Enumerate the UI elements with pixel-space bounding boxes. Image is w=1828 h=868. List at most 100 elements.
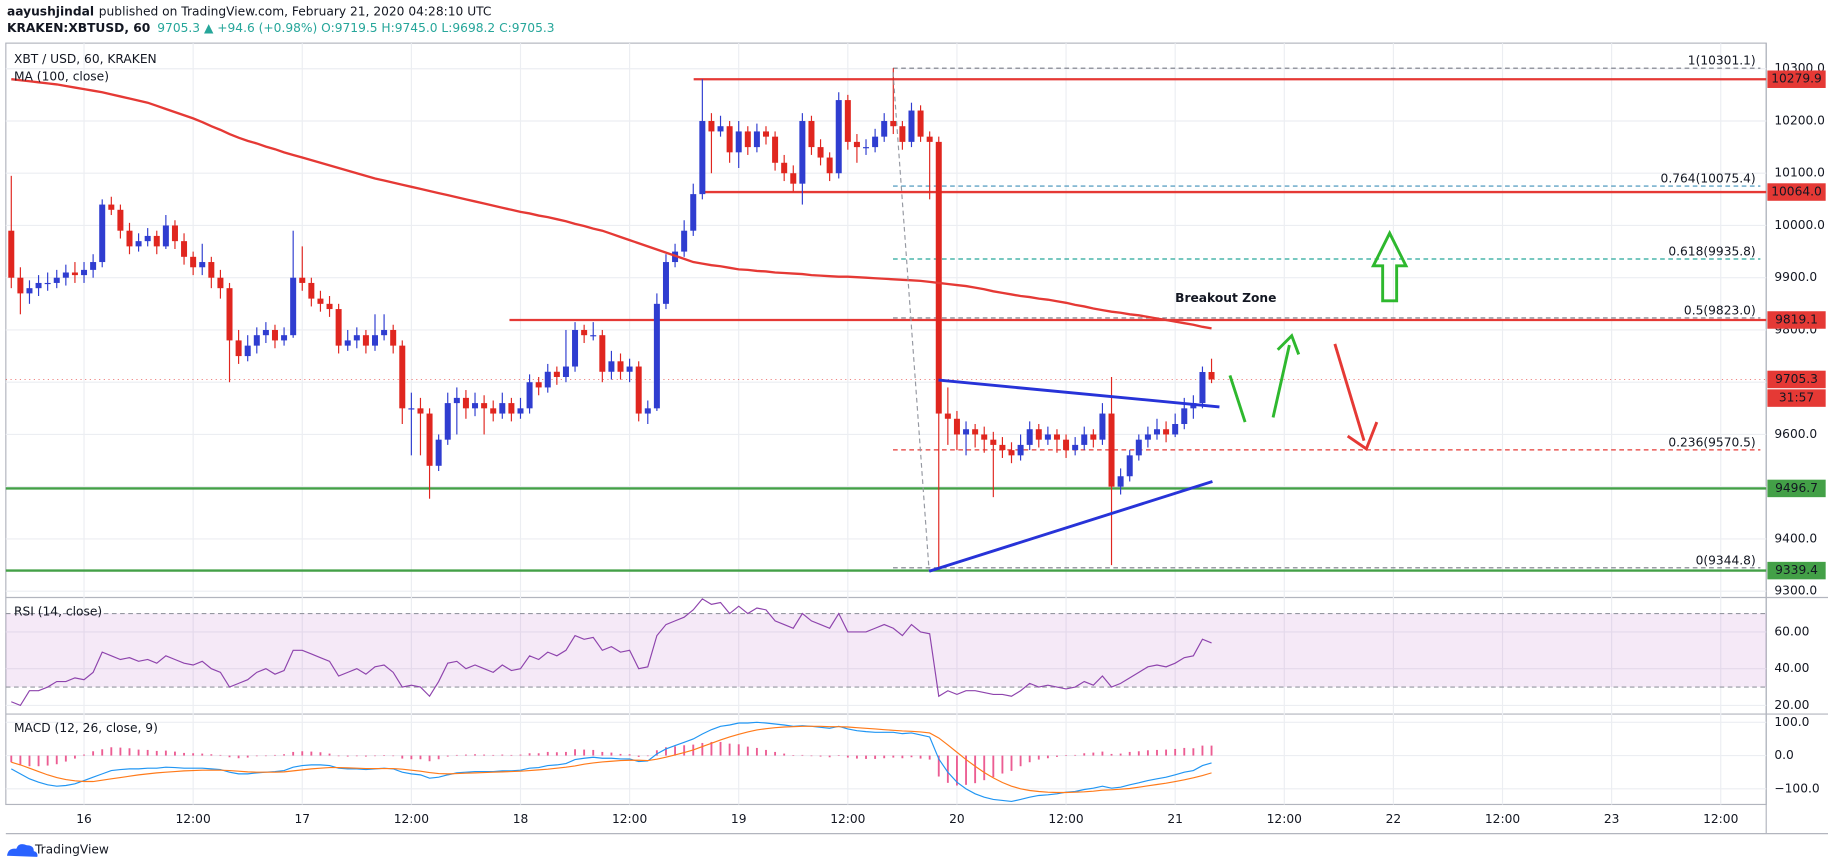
- panes: [5, 42, 1828, 835]
- macd-histogram-bar: [446, 755, 449, 757]
- candle-body: [371, 335, 379, 346]
- macd-histogram-bar: [956, 755, 958, 786]
- candle-body: [90, 262, 97, 270]
- macd-histogram-bar: [992, 755, 995, 778]
- green-arrow-shaft: [1271, 344, 1291, 418]
- green-arrow-head: [1276, 333, 1301, 355]
- candle-body: [744, 131, 751, 148]
- quote: 9705.3 ▲ +94.6 (+0.98%) O:9719.5 H:9745.…: [157, 20, 554, 34]
- published: published on TradingView.com, February 2…: [99, 4, 492, 18]
- candle-body: [1181, 408, 1188, 425]
- axis-layer: 16 12:00 17 12:00 18 12:00 19 12:00 20 12:00 21 12:…: [76, 61, 1826, 826]
- macd-histogram-bar: [483, 754, 486, 756]
- candle-body: [1163, 429, 1170, 435]
- macd-histogram-bar: [246, 755, 249, 758]
- candle-body: [908, 110, 915, 142]
- macd-histogram-bar: [346, 755, 349, 757]
- candle-body: [1126, 455, 1133, 477]
- candle-body: [17, 277, 24, 294]
- rsi-line: [11, 598, 1212, 707]
- candle-body: [690, 194, 697, 231]
- brand-logo: [6, 844, 38, 857]
- macd-histogram-bar: [19, 755, 22, 765]
- price-tag-box: [1767, 311, 1826, 329]
- candle-body: [208, 262, 215, 278]
- candle-body: [144, 235, 151, 242]
- macd-histogram-bar: [1156, 749, 1158, 756]
- candle-body: [281, 335, 288, 341]
- fib-label: 0.618(9935.8): [1668, 245, 1755, 259]
- y-tick-label: 100.0: [1774, 715, 1809, 729]
- candle-body: [562, 366, 569, 377]
- candle-body: [853, 141, 860, 148]
- publish-line: aayushjindal published on TradingView.com…: [7, 4, 491, 18]
- candle-body: [353, 335, 360, 341]
- macd-histogram-bar: [319, 752, 322, 756]
- candle-body: [808, 120, 815, 148]
- macd-histogram-bar: [919, 755, 922, 759]
- y-tick-label: 20.00: [1774, 698, 1809, 712]
- macd-histogram-bar: [83, 754, 85, 756]
- macd-histogram-bar: [328, 753, 331, 756]
- candle-body: [81, 269, 88, 276]
- candle-body: [1117, 476, 1124, 487]
- footer: TradingView: [6, 842, 109, 857]
- fib-anchor-line: [892, 72, 930, 572]
- macd-histogram-bar: [1165, 749, 1168, 756]
- price-tag-box: [1767, 479, 1826, 498]
- price-tag-box: [1767, 389, 1826, 407]
- candle-body: [317, 298, 324, 304]
- candle-body: [644, 408, 651, 414]
- candle-body: [1053, 434, 1060, 440]
- candle-body: [662, 262, 669, 304]
- macd-histogram-bar: [119, 747, 122, 756]
- candle-body: [699, 120, 706, 195]
- candle-body: [308, 282, 315, 299]
- macd-histogram-bar: [301, 751, 304, 756]
- candle-body: [590, 335, 597, 337]
- x-tick-label: 22: [1386, 812, 1402, 826]
- macd-histogram-bar: [965, 755, 967, 785]
- y-tick-label: 40.00: [1774, 661, 1809, 675]
- candle-body: [1026, 429, 1033, 445]
- macd-histogram-bar: [419, 755, 422, 760]
- labels: XBT / USD, 60, KRAKEN MA (100, close) RS…: [14, 52, 158, 735]
- candle-body: [799, 120, 806, 184]
- candle-body: [708, 120, 715, 132]
- macd-histogram-bar: [928, 755, 931, 760]
- macd-histogram-bar: [874, 755, 877, 759]
- macd-histogram-bar: [428, 755, 431, 762]
- price-tag-label: 9819.1: [1775, 312, 1818, 326]
- macd-histogram-bar: [755, 747, 758, 756]
- y-tick-label: 0.0: [1774, 748, 1793, 762]
- macd-histogram-bar: [646, 755, 649, 757]
- macd-histogram-bar: [937, 755, 940, 777]
- macd-histogram-bar: [1056, 755, 1058, 757]
- macd-histogram-bar: [1210, 745, 1213, 756]
- macd-histogram-bar: [64, 755, 67, 762]
- candle-body: [44, 282, 51, 285]
- fib-label: 0.236(9570.5): [1668, 435, 1755, 449]
- candle-body: [1044, 434, 1051, 440]
- macd-histogram-bar: [1037, 755, 1040, 760]
- candle-body: [271, 329, 278, 341]
- candle-body: [1172, 424, 1179, 435]
- macd-histogram-bar: [374, 755, 376, 757]
- macd-histogram-bar: [255, 755, 258, 757]
- candle-body: [735, 131, 742, 153]
- candle-body: [981, 434, 988, 440]
- macd-histogram-bar: [1092, 752, 1095, 756]
- candle-body: [35, 282, 42, 289]
- macd-histogram-bar: [110, 747, 113, 756]
- macd-histogram-bar: [1183, 747, 1186, 756]
- macd-histogram-bar: [337, 755, 340, 757]
- macd-histogram-bar: [565, 751, 567, 756]
- candle-body: [572, 329, 579, 367]
- candle-body: [1090, 434, 1097, 440]
- candle-body: [972, 429, 979, 435]
- macd-histogram-bar: [183, 752, 185, 756]
- price-tag-label: 10279.9: [1771, 72, 1822, 86]
- price-tag-label: 9496.7: [1775, 481, 1818, 495]
